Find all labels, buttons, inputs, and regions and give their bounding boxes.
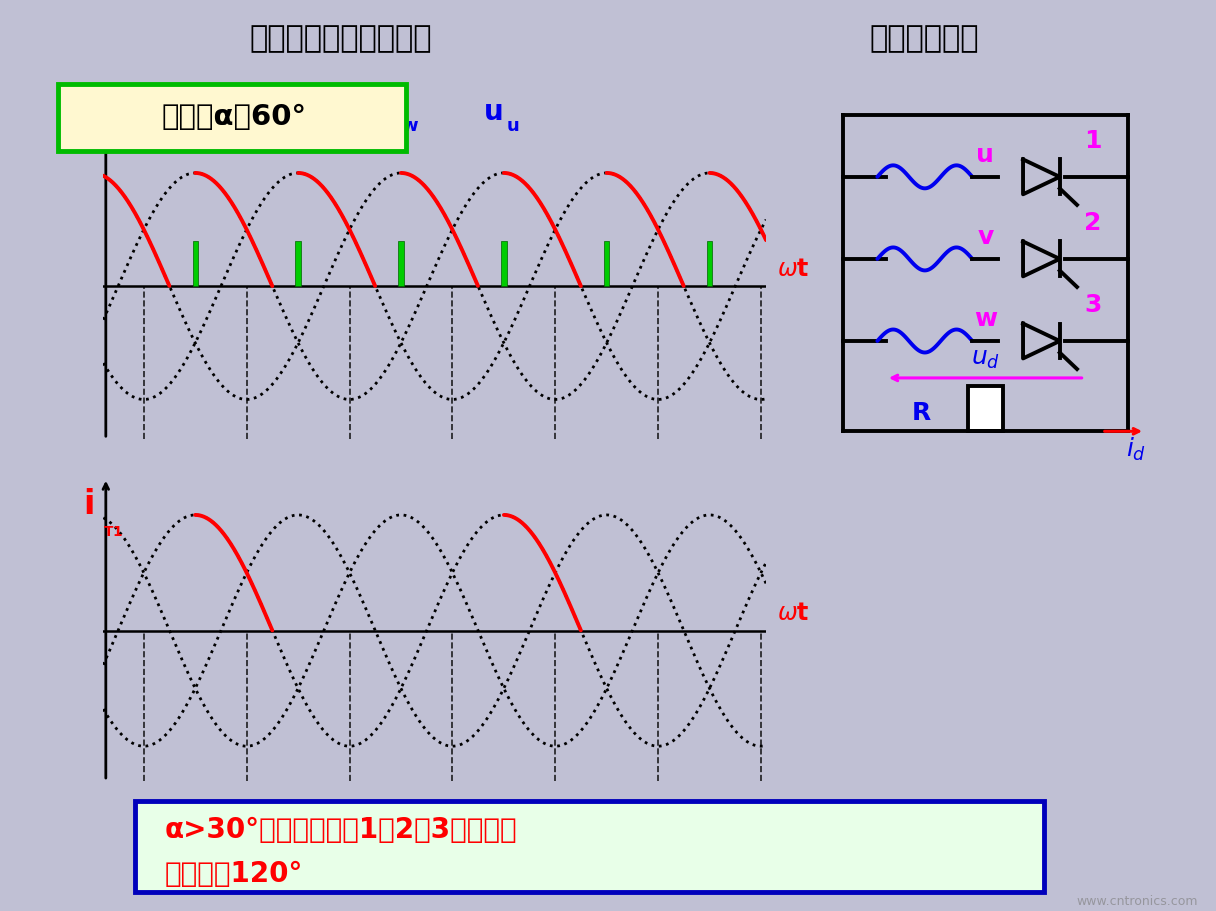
Text: $\mathbf{u}$: $\mathbf{u}$ bbox=[277, 97, 297, 126]
Text: www.cntronics.com: www.cntronics.com bbox=[1076, 894, 1198, 906]
Text: $\mathbf{u}$: $\mathbf{u}$ bbox=[506, 117, 519, 135]
Text: $i_d$: $i_d$ bbox=[1126, 435, 1147, 463]
Text: $_{\mathbf{d}}$: $_{\mathbf{d}}$ bbox=[103, 136, 116, 156]
Text: $\mathbf{u}$: $\mathbf{u}$ bbox=[483, 97, 502, 126]
Text: u: u bbox=[976, 143, 995, 167]
Text: $\mathbf{u}$: $\mathbf{u}$ bbox=[175, 97, 195, 126]
Bar bbox=[604, 241, 609, 287]
Text: $\omega$t: $\omega$t bbox=[777, 600, 810, 624]
Text: $\mathbf{u}$: $\mathbf{u}$ bbox=[197, 117, 210, 135]
Text: R: R bbox=[912, 401, 931, 425]
FancyBboxPatch shape bbox=[135, 801, 1045, 893]
Text: w: w bbox=[974, 307, 997, 331]
Text: 2: 2 bbox=[1085, 211, 1102, 235]
Bar bbox=[501, 241, 507, 287]
Text: $\mathbf{w}$: $\mathbf{w}$ bbox=[401, 117, 418, 135]
Text: $u_d$: $u_d$ bbox=[970, 346, 1000, 371]
Text: 三相半波可控整流电路: 三相半波可控整流电路 bbox=[249, 25, 432, 53]
Bar bbox=[399, 241, 404, 287]
Text: $\mathbf{v}$: $\mathbf{v}$ bbox=[300, 117, 314, 135]
Text: $_{\mathbf{T1}}$: $_{\mathbf{T1}}$ bbox=[103, 520, 124, 538]
Text: $\omega$t: $\omega$t bbox=[777, 257, 810, 281]
Text: 控制角α＝60°: 控制角α＝60° bbox=[162, 103, 306, 131]
Text: $\mathbf{i}$: $\mathbf{i}$ bbox=[83, 487, 94, 520]
Bar bbox=[295, 241, 300, 287]
Text: $\mathbf{u}$: $\mathbf{u}$ bbox=[381, 97, 400, 126]
Text: $\mathbf{u}$: $\mathbf{u}$ bbox=[66, 112, 89, 145]
Text: 3: 3 bbox=[1085, 293, 1102, 317]
Text: α>30°时电流断续，1、2、3晶闸管导: α>30°时电流断续，1、2、3晶闸管导 bbox=[164, 815, 517, 844]
Text: 1: 1 bbox=[1085, 129, 1102, 153]
Bar bbox=[968, 386, 1002, 432]
FancyBboxPatch shape bbox=[58, 85, 406, 152]
Bar bbox=[192, 241, 198, 287]
Text: v: v bbox=[978, 225, 993, 249]
Text: 纯电阻性负载: 纯电阻性负载 bbox=[869, 25, 979, 53]
Bar bbox=[706, 241, 713, 287]
Text: 通角小于120°: 通角小于120° bbox=[164, 859, 303, 887]
